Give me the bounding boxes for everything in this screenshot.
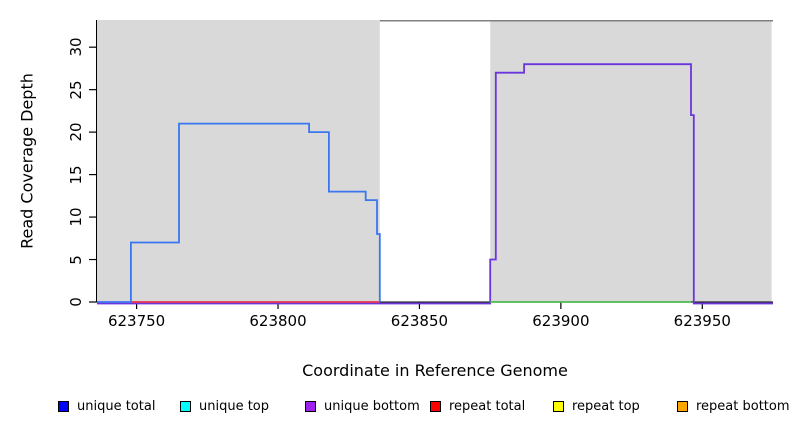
y-tick-label: 0 (67, 297, 85, 307)
legend-label: unique bottom (324, 399, 420, 414)
legend-item-unique-top: unique top (180, 399, 269, 414)
gap-band (379, 20, 491, 302)
right-gray-band (490, 20, 772, 302)
x-tick-label: 623950 (673, 312, 731, 330)
legend-item-repeat-bottom: repeat bottom (677, 399, 790, 414)
legend-item-unique-total: unique total (58, 399, 155, 414)
legend-label: repeat top (572, 399, 640, 414)
legend-label: unique top (199, 399, 270, 414)
legend-label: repeat total (449, 399, 526, 414)
y-tick-label: 10 (67, 207, 85, 227)
legend-item-repeat-top: repeat top (553, 399, 640, 414)
legend-item-unique-bottom: unique bottom (305, 399, 420, 414)
series-unique-total (97, 122, 381, 303)
y-tick-label: 5 (67, 254, 85, 265)
left-gray-band (97, 20, 380, 302)
x-tick-label: 623900 (532, 312, 590, 330)
legend-swatch-icon (58, 401, 69, 412)
y-tick-label: 25 (67, 80, 85, 100)
legend-label: unique total (77, 399, 156, 414)
x-tick-label: 623850 (390, 312, 449, 330)
series-unique-bottom (97, 63, 773, 305)
legend-item-repeat-total: repeat total (430, 399, 525, 414)
x-axis-title: Coordinate in Reference Genome (302, 361, 568, 380)
y-tick-label: 15 (67, 165, 85, 185)
y-tick-label: 20 (67, 122, 85, 142)
legend-swatch-icon (430, 401, 441, 412)
legend-swatch-icon (553, 401, 564, 412)
legend-swatch-icon (305, 401, 316, 412)
legend-swatch-icon (180, 401, 191, 412)
x-tick-label: 623750 (107, 312, 166, 330)
legend-swatch-icon (677, 401, 688, 412)
y-tick-label: 30 (67, 37, 85, 57)
legend-label: repeat bottom (696, 399, 790, 414)
x-tick-label: 623800 (249, 312, 307, 330)
y-axis-title: Read Coverage Depth (17, 73, 37, 249)
